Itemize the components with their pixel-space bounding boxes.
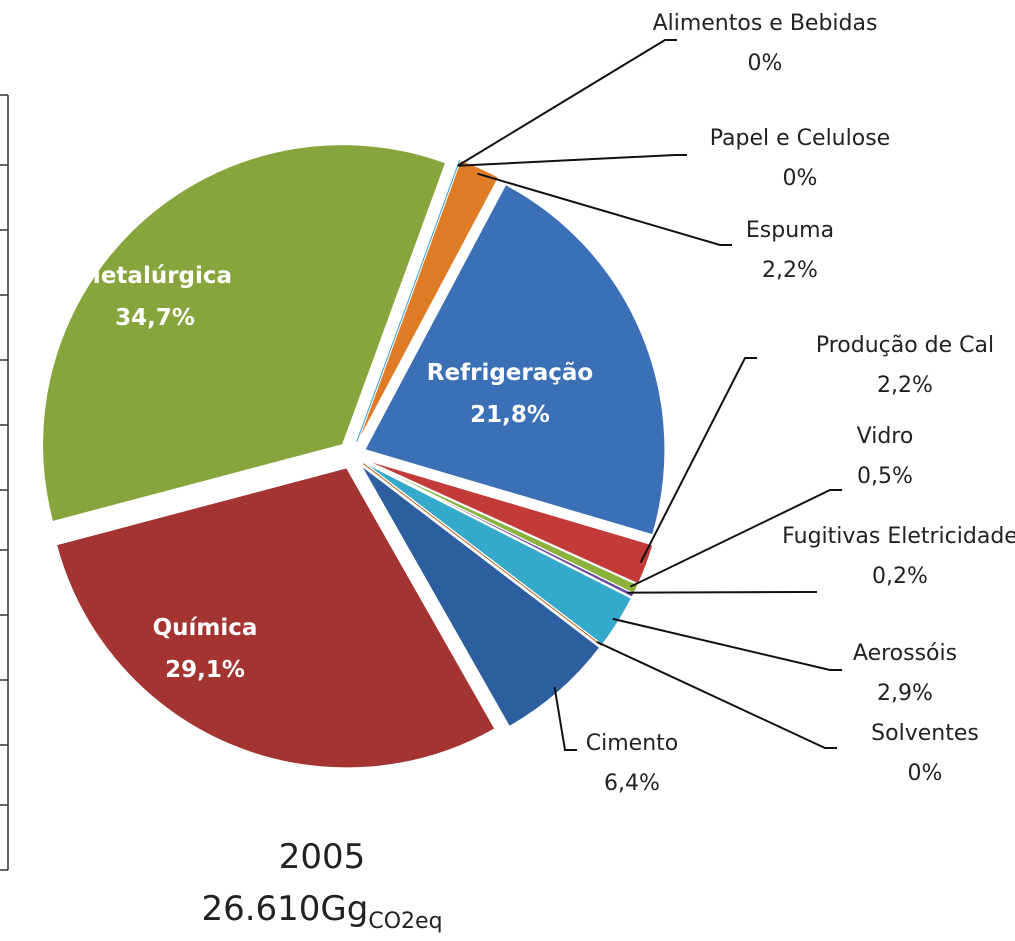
value-label: 2,9% — [877, 681, 933, 706]
leader-line — [627, 591, 817, 594]
value-label: 0% — [783, 166, 818, 191]
slice — [55, 467, 496, 769]
leader-line — [596, 640, 837, 749]
slice-label: Refrigeração — [427, 360, 593, 386]
slice — [360, 465, 601, 728]
leader-line — [553, 686, 577, 751]
slice-label: Fugitivas Eletricidade — [782, 524, 1015, 549]
slice-label: Papel e Celulose — [710, 126, 890, 151]
leader-line — [612, 617, 842, 671]
slice-label: Alimentos e Bebidas — [653, 11, 878, 36]
value-label: 0,5% — [857, 464, 913, 489]
value-label: 0% — [748, 51, 783, 76]
value-label: 0% — [908, 761, 943, 786]
value-label: 6,4% — [604, 771, 660, 796]
total-value: 26.610Gg — [201, 889, 368, 929]
slice — [356, 159, 461, 443]
total: 26.610GgCO2eq — [201, 889, 442, 934]
slice — [362, 463, 602, 646]
value-label: 2,2% — [877, 373, 933, 398]
labels: Refrigeração 21,8% Produção de Cal 2,2% Vidr… — [78, 11, 1015, 796]
slice-label: Produção de Cal — [816, 333, 994, 358]
value-label: 29,1% — [165, 657, 245, 683]
value-label: 21,8% — [470, 402, 550, 428]
slice — [364, 460, 635, 598]
slice-label: Cimento — [586, 731, 678, 756]
slice-label: Espuma — [746, 218, 834, 243]
left-frame — [0, 94, 9, 871]
slice — [364, 184, 666, 536]
leader-line — [630, 489, 842, 588]
slice — [42, 144, 447, 523]
slice-label: Solventes — [871, 721, 979, 746]
year: 2005 — [279, 837, 366, 877]
leader-line — [639, 357, 757, 564]
total-unit: CO2eq — [368, 909, 442, 934]
leader-line — [457, 154, 687, 167]
value-label: 34,7% — [115, 305, 195, 331]
slice-label: Vidro — [857, 424, 914, 449]
slice — [357, 159, 500, 443]
slices — [42, 144, 666, 769]
leader-line — [477, 172, 732, 246]
value-label: 2,2% — [762, 258, 818, 283]
leader-line — [457, 39, 677, 167]
value-label: 0,2% — [872, 564, 928, 589]
slice-label: Aerossóis — [853, 641, 957, 666]
slice-label: Química — [153, 615, 258, 641]
slice-label: Metalúrgica — [78, 263, 232, 289]
